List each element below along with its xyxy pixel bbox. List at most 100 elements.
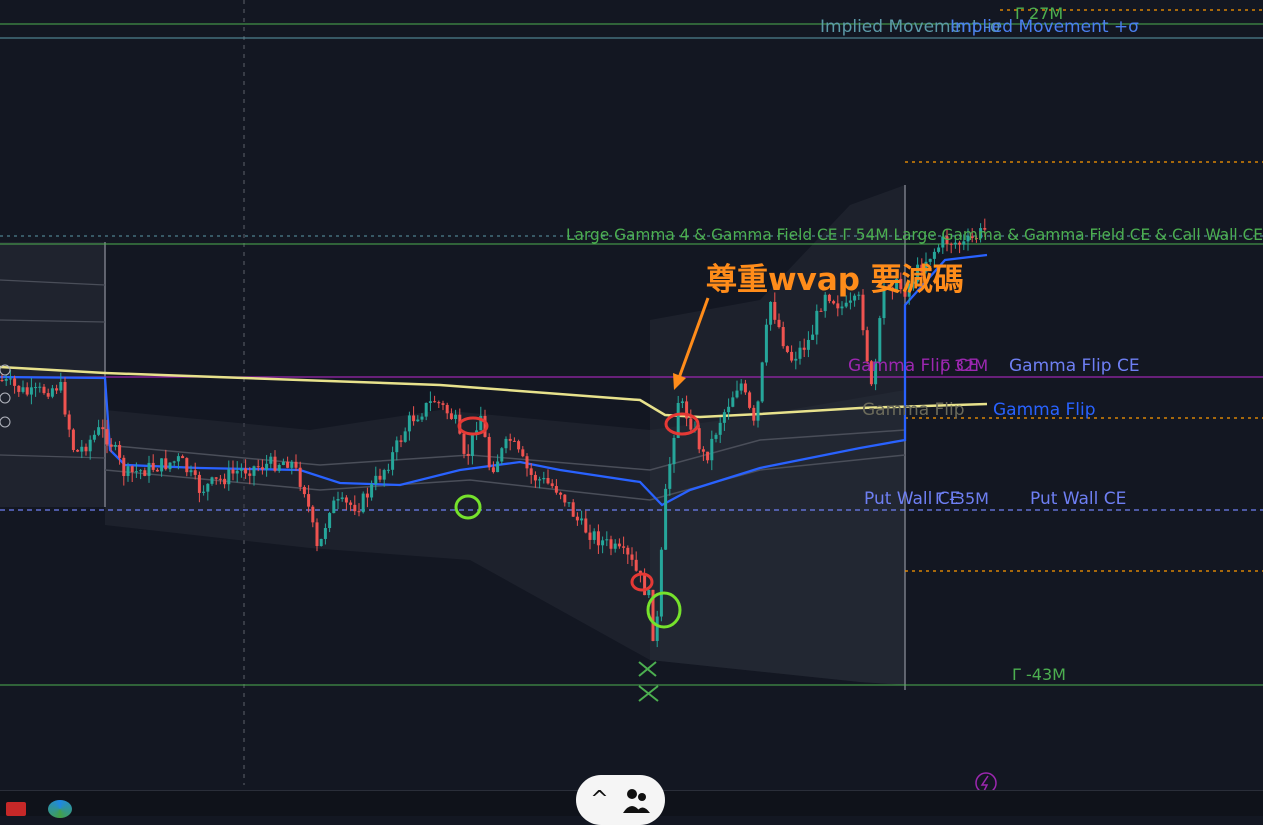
candle-body <box>361 493 365 513</box>
candle-body <box>962 241 966 245</box>
candle-body <box>496 461 500 473</box>
browser-app-icon[interactable] <box>48 800 72 818</box>
candle-body <box>794 358 798 361</box>
candle-body <box>651 589 655 641</box>
candle-body <box>395 440 399 453</box>
chevron-up-icon[interactable]: ^ <box>590 787 609 812</box>
left-tool-icons[interactable] <box>0 364 11 428</box>
candle-body <box>407 415 411 432</box>
candle-body <box>731 397 735 407</box>
lightning-icon[interactable] <box>975 772 997 790</box>
candle-body <box>722 412 726 423</box>
candle-body <box>685 401 689 419</box>
candle-body <box>970 236 974 239</box>
candle-body <box>491 467 495 473</box>
candle-body <box>521 449 525 457</box>
candle-body <box>512 440 516 442</box>
candle-body <box>46 393 50 397</box>
candle-body <box>701 449 705 452</box>
candle-body <box>827 294 831 302</box>
candle-body <box>689 418 693 430</box>
candle-body <box>399 440 403 442</box>
candle-body <box>151 462 155 470</box>
candle-body <box>353 504 357 512</box>
candle-body <box>672 437 676 465</box>
candle-body <box>8 378 12 380</box>
candle-body <box>517 441 521 450</box>
candle-body <box>613 543 617 549</box>
candle-body <box>806 339 810 350</box>
candle-body <box>71 429 75 450</box>
candle-body <box>315 522 319 547</box>
candle-body <box>907 283 911 297</box>
candle-body <box>265 463 269 470</box>
candle-body <box>567 502 571 504</box>
label-large-gamma-row: Large Gamma 4 & Gamma Field CE Γ 54M Lar… <box>566 225 1263 244</box>
candle-body <box>676 402 680 438</box>
candle-body <box>785 346 789 352</box>
annotation-arrow <box>673 297 710 390</box>
candle-body <box>38 386 42 388</box>
label-gamma-neg35m: Γ -35M <box>935 489 989 508</box>
candle-body <box>365 493 369 498</box>
candle-body <box>958 242 962 245</box>
candle-body <box>764 324 768 363</box>
candle-body <box>42 386 46 394</box>
candle-body <box>281 461 285 465</box>
candle-body <box>13 378 17 386</box>
candle-body <box>869 361 873 385</box>
candle-body <box>643 574 647 596</box>
candle-body <box>622 546 626 548</box>
candle-body <box>727 406 731 413</box>
label-implied-plus: Implied Movement +σ <box>950 17 1139 37</box>
candle-body <box>554 486 558 493</box>
candle-body <box>844 302 848 307</box>
candle-body <box>323 528 327 539</box>
candle-body <box>437 402 441 404</box>
candle-body <box>953 242 957 245</box>
candle-body <box>966 236 970 242</box>
candle-body <box>294 461 298 468</box>
candle-body <box>130 466 134 473</box>
candle-body <box>739 383 743 391</box>
price-chart[interactable]: 尊重wvap 要減碼 Γ 27M Implied Movement -σ Imp… <box>0 0 1263 790</box>
candle-body <box>0 380 4 381</box>
candle-body <box>479 415 483 431</box>
pdf-app-icon[interactable] <box>6 802 26 816</box>
candle-body <box>647 589 651 596</box>
candle-body <box>466 453 470 456</box>
candle-body <box>861 294 865 331</box>
candle-body <box>815 310 819 335</box>
candle-body <box>874 361 878 385</box>
candle-body <box>819 310 823 312</box>
candle-body <box>336 499 340 501</box>
candle-body <box>101 427 105 430</box>
candle-body <box>823 294 827 312</box>
candle-body <box>67 414 71 430</box>
candle-body <box>559 492 563 495</box>
candle-body <box>88 439 92 452</box>
candle-body <box>17 385 21 392</box>
candle-body <box>937 247 941 252</box>
candle-body <box>63 382 67 415</box>
label-gamma-flip-ce: Gamma Flip CE <box>1009 356 1140 376</box>
people-icon[interactable] <box>621 785 651 815</box>
candle-body <box>134 471 138 473</box>
candle-body <box>911 281 915 284</box>
candle-body <box>34 387 38 389</box>
candle-body <box>25 387 29 395</box>
candle-body <box>752 407 756 421</box>
markers <box>454 412 700 702</box>
candle-body <box>277 464 281 471</box>
candle-body <box>634 559 638 571</box>
candle-body <box>59 382 63 391</box>
candle-body <box>193 470 197 475</box>
candle-body <box>223 478 227 485</box>
vwap-curve <box>0 253 988 507</box>
candle-body <box>382 470 386 480</box>
candle-body <box>328 513 332 529</box>
label-put-wall-ce-faded: Put Wall CE <box>864 489 960 509</box>
candle-body <box>412 415 416 422</box>
candle-body <box>122 457 126 476</box>
screen-share-toolbar[interactable]: ^ <box>576 775 665 825</box>
